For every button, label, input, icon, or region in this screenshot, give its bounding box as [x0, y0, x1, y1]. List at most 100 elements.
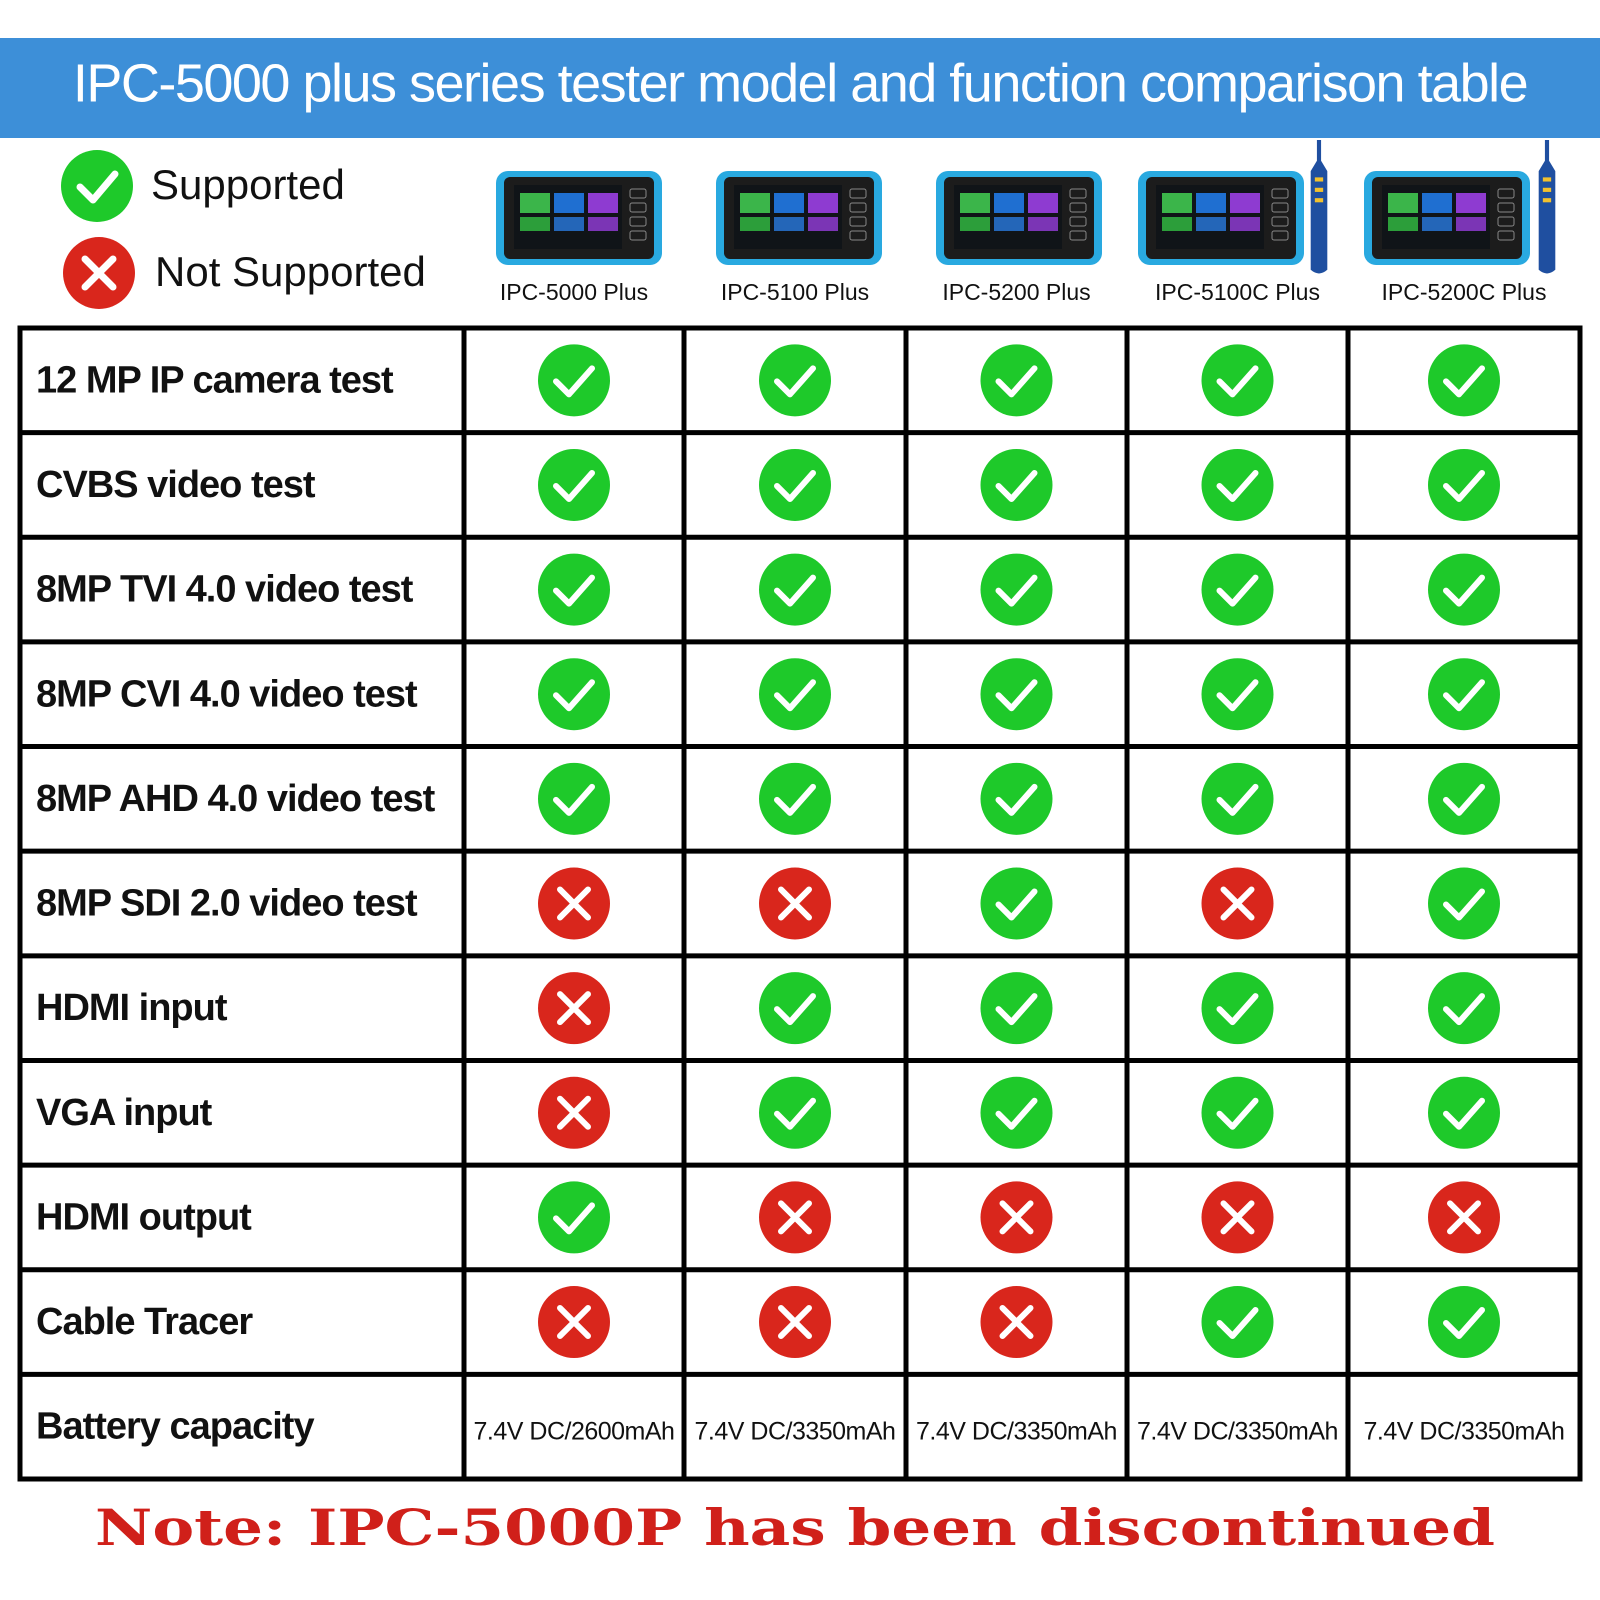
icon-circle [538, 762, 610, 835]
icon-circle [538, 1181, 610, 1254]
not-supported-icon [759, 867, 831, 940]
supported-icon [759, 658, 831, 731]
icon-circle [1428, 448, 1500, 521]
icon-circle [538, 658, 610, 731]
model-label: IPC-5200C Plus [1382, 279, 1547, 305]
supported-icon [980, 448, 1053, 521]
legend-cross [81, 255, 117, 291]
icon-circle [538, 344, 610, 417]
supported-icon [1428, 762, 1500, 835]
icon-circle [759, 972, 831, 1045]
model-label: IPC-5200 Plus [942, 279, 1090, 305]
supported-icon [980, 867, 1053, 940]
icon-check [553, 365, 595, 398]
supported-icon [980, 658, 1053, 731]
icon-check [1216, 679, 1259, 712]
icon-check [1216, 574, 1259, 607]
supported-icon [538, 344, 610, 417]
device-image [1363, 170, 1531, 266]
icon-check [1443, 783, 1485, 816]
tracer-image [1538, 140, 1556, 274]
icon-check [774, 365, 816, 398]
supported-icon [1201, 762, 1274, 835]
icon-check [995, 574, 1038, 607]
icon-circle [1201, 658, 1274, 731]
icon-check [995, 365, 1038, 398]
supported-icon [759, 448, 831, 521]
feature-label: 8MP AHD 4.0 video test [36, 778, 436, 820]
model-label: IPC-5100C Plus [1155, 279, 1320, 305]
icon-circle [1428, 867, 1500, 940]
legend-check [76, 170, 119, 204]
icon-circle [1201, 1286, 1274, 1359]
icon-check [774, 679, 816, 712]
supported-icon [1201, 972, 1274, 1045]
supported-icon [980, 1076, 1053, 1149]
feature-label: 8MP SDI 2.0 video test [36, 883, 418, 925]
feature-label: 8MP TVI 4.0 video test [36, 569, 414, 611]
icon-cross [778, 886, 812, 921]
supported-icon [1201, 448, 1274, 521]
title-bar [0, 38, 1600, 138]
icon-cross [1220, 886, 1255, 921]
title: IPC-5000 plus series tester model and fu… [73, 53, 1527, 113]
legend-not-supported: Not Supported [155, 248, 426, 295]
supported-icon [980, 762, 1053, 835]
tracer-image [1310, 140, 1328, 274]
supported-icon [1201, 553, 1274, 626]
legend-supported-icon [61, 150, 133, 222]
icon-circle [1201, 1076, 1274, 1149]
icon-circle [759, 1076, 831, 1149]
legend-supported: Supported [151, 161, 345, 208]
supported-icon [980, 344, 1053, 417]
icon-check [1216, 1097, 1259, 1130]
icon-cross [557, 991, 591, 1026]
icon-check [1443, 469, 1485, 502]
icon-check [774, 1097, 816, 1130]
icon-circle [538, 448, 610, 521]
supported-icon [1428, 1076, 1500, 1149]
supported-icon [538, 762, 610, 835]
icon-cross [999, 1305, 1034, 1340]
supported-icon [1201, 344, 1274, 417]
icon-check [995, 1097, 1038, 1130]
icon-check [774, 783, 816, 816]
icon-check [774, 469, 816, 502]
icon-cross [778, 1200, 812, 1235]
icon-circle [759, 553, 831, 626]
supported-icon [538, 448, 610, 521]
icon-check [1443, 1097, 1485, 1130]
not-supported-icon [1428, 1181, 1500, 1254]
icon-cross [557, 1305, 591, 1340]
icon-circle [1201, 553, 1274, 626]
icon-cross [557, 1095, 591, 1130]
icon-check [774, 993, 816, 1026]
battery-value: 7.4V DC/3350mAh [695, 1417, 896, 1445]
supported-icon [759, 344, 831, 417]
not-supported-icon [538, 867, 610, 940]
icon-circle [1201, 762, 1274, 835]
icon-check [553, 1202, 595, 1235]
not-supported-icon [1201, 867, 1274, 940]
icon-circle [1428, 344, 1500, 417]
supported-icon [1428, 972, 1500, 1045]
not-supported-icon [1201, 1181, 1274, 1254]
supported-icon [1428, 344, 1500, 417]
icon-check [553, 574, 595, 607]
icon-circle [538, 553, 610, 626]
model-label: IPC-5100 Plus [721, 279, 869, 305]
supported-icon [759, 972, 831, 1045]
icon-check [1443, 365, 1485, 398]
supported-icon [1201, 1286, 1274, 1359]
icon-circle [759, 448, 831, 521]
battery-value: 7.4V DC/3350mAh [916, 1417, 1117, 1445]
icon-check [1216, 1307, 1259, 1340]
not-supported-icon [538, 1076, 610, 1149]
icon-circle [1428, 658, 1500, 731]
not-supported-icon [759, 1286, 831, 1359]
icon-circle [980, 1076, 1053, 1149]
icon-circle [980, 553, 1053, 626]
supported-icon [538, 658, 610, 731]
supported-icon [759, 762, 831, 835]
